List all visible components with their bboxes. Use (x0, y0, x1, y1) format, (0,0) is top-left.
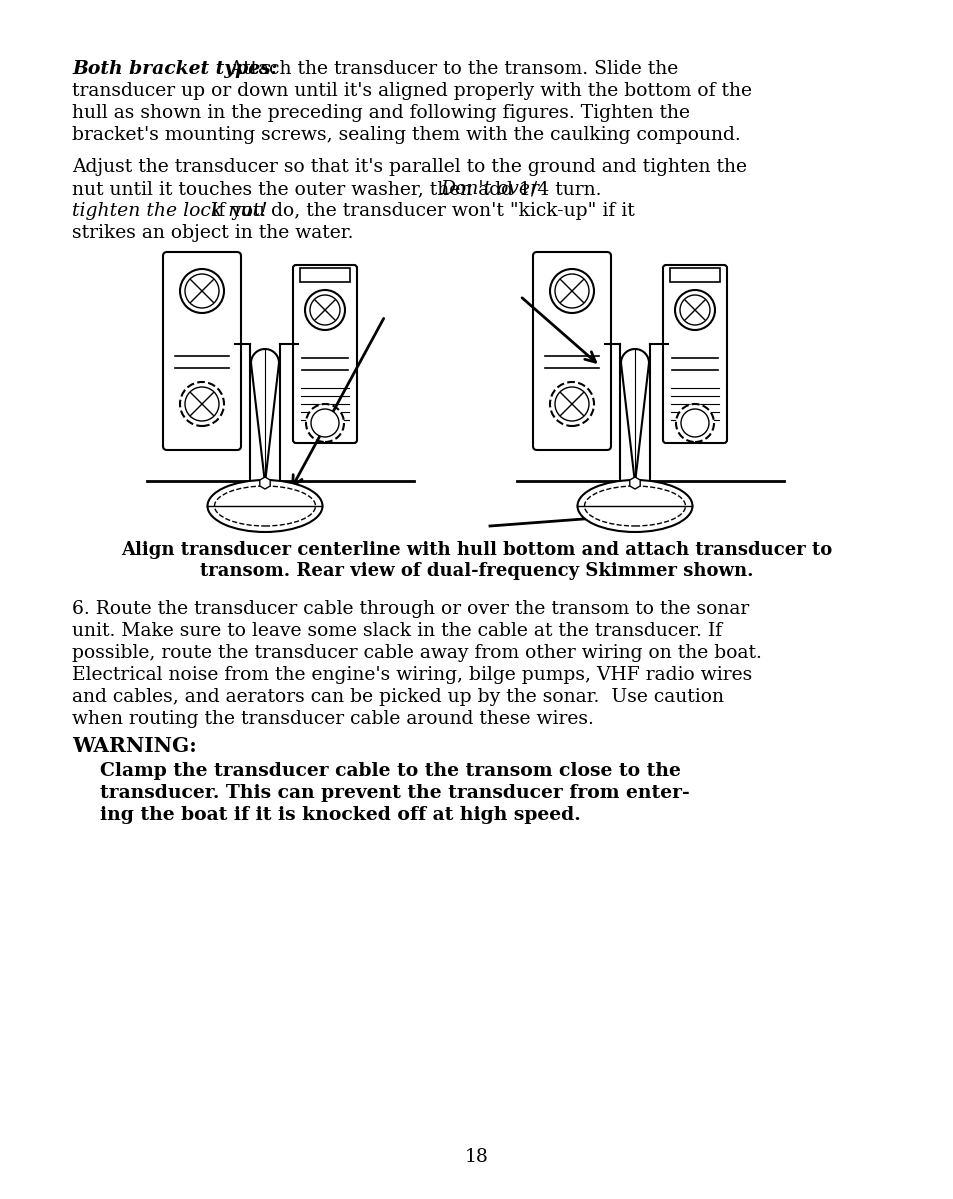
Text: when routing the transducer cable around these wires.: when routing the transducer cable around… (71, 710, 594, 728)
Circle shape (185, 275, 219, 308)
Text: tighten the lock nut!: tighten the lock nut! (71, 201, 267, 219)
Bar (299, 269, 350, 282)
Circle shape (555, 387, 588, 421)
Text: hull as shown in the preceding and following figures. Tighten the: hull as shown in the preceding and follo… (71, 104, 689, 122)
Circle shape (185, 387, 219, 421)
Circle shape (180, 382, 224, 426)
Bar (669, 269, 720, 282)
Circle shape (555, 275, 588, 308)
FancyBboxPatch shape (533, 252, 610, 450)
Circle shape (305, 290, 345, 330)
Text: transducer. This can prevent the transducer from enter-: transducer. This can prevent the transdu… (100, 784, 689, 802)
Text: WARNING:: WARNING: (71, 736, 196, 757)
Text: 6. Route the transducer cable through or over the transom to the sonar: 6. Route the transducer cable through or… (71, 600, 748, 617)
FancyBboxPatch shape (662, 265, 726, 442)
Text: and cables, and aerators can be picked up by the sonar.  Use caution: and cables, and aerators can be picked u… (71, 688, 723, 706)
Text: If you do, the transducer won't "kick-up" if it: If you do, the transducer won't "kick-up… (205, 201, 634, 219)
Text: strikes an object in the water.: strikes an object in the water. (71, 224, 354, 242)
Text: Don't over: Don't over (439, 180, 538, 198)
Text: Adjust the transducer so that it's parallel to the ground and tighten the: Adjust the transducer so that it's paral… (71, 158, 746, 176)
Text: Align transducer centerline with hull bottom and attach transducer to: Align transducer centerline with hull bo… (121, 541, 832, 559)
Ellipse shape (577, 480, 692, 532)
Text: Attach the transducer to the transom. Slide the: Attach the transducer to the transom. Sl… (224, 60, 678, 78)
Text: nut until it touches the outer washer, then add 1/4 turn.: nut until it touches the outer washer, t… (71, 180, 607, 198)
Text: bracket's mounting screws, sealing them with the caulking compound.: bracket's mounting screws, sealing them … (71, 126, 740, 144)
Text: possible, route the transducer cable away from other wiring on the boat.: possible, route the transducer cable awa… (71, 644, 761, 662)
Text: Electrical noise from the engine's wiring, bilge pumps, VHF radio wires: Electrical noise from the engine's wirin… (71, 665, 752, 683)
Circle shape (675, 290, 714, 330)
Circle shape (679, 295, 709, 325)
Circle shape (311, 409, 338, 436)
Circle shape (550, 269, 594, 313)
Text: transducer up or down until it's aligned properly with the bottom of the: transducer up or down until it's aligned… (71, 82, 751, 100)
Circle shape (306, 404, 344, 442)
Circle shape (310, 295, 339, 325)
FancyBboxPatch shape (293, 265, 356, 442)
Text: ing the boat if it is knocked off at high speed.: ing the boat if it is knocked off at hig… (100, 806, 580, 824)
Text: Both bracket types:: Both bracket types: (71, 60, 277, 78)
Circle shape (676, 404, 713, 442)
Text: transom. Rear view of dual-frequency Skimmer shown.: transom. Rear view of dual-frequency Ski… (200, 562, 753, 580)
Text: unit. Make sure to leave some slack in the cable at the transducer. If: unit. Make sure to leave some slack in t… (71, 622, 721, 640)
Circle shape (680, 409, 708, 436)
Circle shape (550, 382, 594, 426)
Circle shape (180, 269, 224, 313)
Text: 18: 18 (464, 1147, 489, 1165)
Ellipse shape (214, 486, 315, 526)
Text: Clamp the transducer cable to the transom close to the: Clamp the transducer cable to the transo… (100, 763, 680, 781)
Ellipse shape (584, 486, 685, 526)
Ellipse shape (208, 480, 322, 532)
FancyBboxPatch shape (163, 252, 241, 450)
